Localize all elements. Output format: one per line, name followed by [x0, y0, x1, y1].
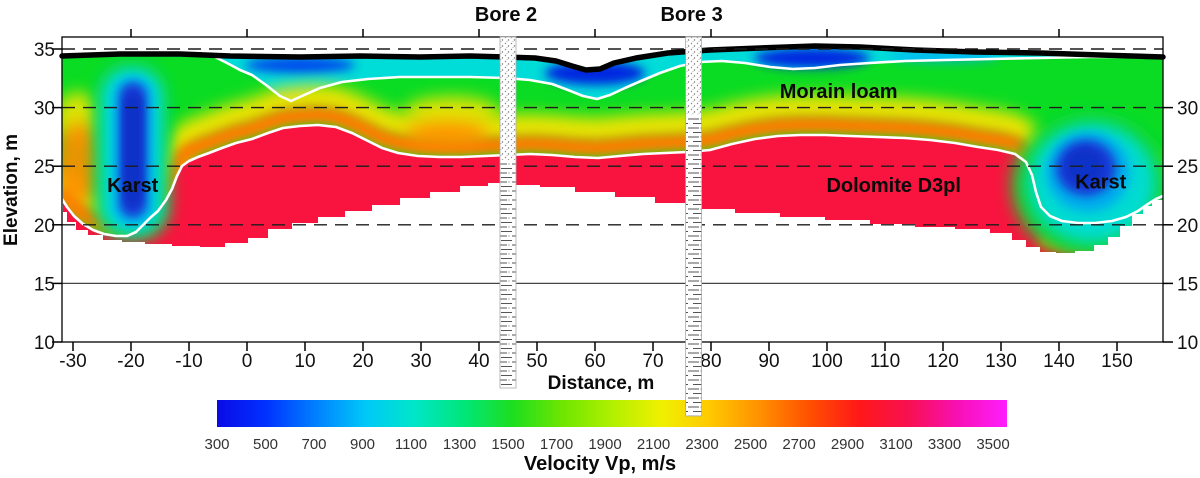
- axes: -30 -20 -10 0 10 20 30 40 50 60 70 80 90 100 110 120 130…: [1, 29, 1198, 394]
- borehole-stipple-log: [685, 37, 702, 115]
- colorbar-tick-label: 900: [350, 436, 375, 453]
- x-tick-label: 140: [1043, 351, 1075, 372]
- borehole-outline: [685, 36, 702, 417]
- y-right-tick-label: 15: [1177, 274, 1198, 295]
- x-tick-label: 90: [758, 351, 779, 372]
- yellow-blob-middle: [404, 96, 500, 128]
- x-tick-label: 70: [642, 351, 663, 372]
- velocity-section: [62, 46, 1163, 253]
- x-tick-label: 60: [584, 351, 605, 372]
- colorbar-tick-label: 2500: [734, 436, 767, 453]
- x-tick-label: -20: [117, 351, 144, 372]
- annotation-dolomite-d3pl: Dolomite D3pl: [826, 175, 960, 197]
- annotation-karst: Karst: [107, 175, 158, 197]
- x-tick-label: 0: [242, 351, 253, 372]
- annotation-karst: Karst: [1075, 171, 1126, 193]
- x-tick-label: -10: [175, 351, 202, 372]
- karst-east-inner-core: [1066, 149, 1102, 183]
- colorbar-tick-label: 1100: [395, 436, 427, 453]
- colorbar-tick-label: 2900: [831, 436, 864, 453]
- x-tick-label: 110: [870, 351, 900, 372]
- x-tick-label: 50: [526, 351, 547, 372]
- borehole-stipple-log: [500, 37, 516, 160]
- dolomite-red-field: [62, 125, 1163, 253]
- colorbar-tick-label: 1700: [540, 436, 573, 453]
- colorbar-tick-label: 3300: [928, 436, 961, 453]
- colorbar-tick-label: 1900: [588, 436, 621, 453]
- colorbar-tick-label: 3500: [976, 436, 1009, 453]
- x-tick-label: 100: [811, 351, 843, 372]
- x-tick-label: 20: [352, 351, 373, 372]
- orange-blob-middle: [405, 122, 489, 146]
- colorbar-tick-label: 2100: [637, 436, 670, 453]
- x-tick-label: 80: [700, 351, 721, 372]
- karst-west-inner-core: [124, 95, 142, 205]
- y-left-tick-label: 10: [34, 333, 55, 354]
- orange-blob-left: [62, 123, 106, 203]
- borehole-brick-log: [500, 160, 516, 388]
- y-right-tick-label: 30: [1177, 99, 1198, 120]
- y-left-tick-label: 35: [34, 40, 55, 61]
- borehole-label: Bore 2: [475, 4, 537, 26]
- borehole-brick-log: [685, 115, 702, 416]
- borehole-label: Bore 3: [660, 4, 722, 26]
- low-velocity-core: [754, 48, 870, 68]
- colorbar-tick-label: 2700: [782, 436, 815, 453]
- plot-frame: [61, 36, 1164, 343]
- x-tick-label: 130: [985, 351, 1017, 372]
- y-right-tick-label: 10: [1177, 333, 1198, 354]
- colorbar-tick-label: 1300: [443, 436, 476, 453]
- x-tick-label: 30: [410, 351, 431, 372]
- contour-loam-top: [213, 55, 1163, 103]
- y-left-tick-label: 15: [34, 274, 55, 295]
- x-tick-label: 40: [468, 351, 489, 372]
- x-tick-label: 10: [294, 351, 315, 372]
- x-tick-label: -30: [59, 351, 86, 372]
- gridlines: [62, 48, 1163, 284]
- borehole-outline: [499, 36, 517, 389]
- colorbar: 300 500 700 900 1100 1300 1500 1700 1900 2100 2300…: [204, 400, 1010, 475]
- colorbar-tick-label: 1500: [491, 436, 524, 453]
- low-velocity-core: [245, 57, 355, 73]
- colorbar-tick-label: 300: [204, 436, 229, 453]
- borehole-2: Bore 2: [475, 4, 537, 389]
- borehole-3: Bore 3: [660, 4, 723, 417]
- colorbar-tick-label: 2300: [685, 436, 718, 453]
- annotations: Karst Morain loam Dolomite D3pl Karst: [107, 81, 1126, 197]
- x-axis-title: Distance, m: [548, 373, 655, 394]
- contour-dolomite-top: [62, 123, 1163, 238]
- colorbar-tick-label: 700: [301, 436, 326, 453]
- annotation-morain-loam: Morain loam: [780, 81, 898, 103]
- y-right-tick-label: 25: [1177, 157, 1198, 178]
- x-tick-label: 150: [1101, 351, 1133, 372]
- y-left-tick-label: 25: [34, 157, 55, 178]
- y-left-tick-label: 30: [34, 99, 55, 120]
- x-tick-label: 120: [927, 351, 959, 372]
- colorbar-bar: [217, 400, 1007, 427]
- colorbar-tick-label: 500: [253, 436, 278, 453]
- y-left-tick-label: 20: [34, 216, 55, 237]
- colorbar-tick-label: 3100: [879, 436, 912, 453]
- y-right-tick-label: 20: [1177, 216, 1198, 237]
- colorbar-title: Velocity Vp, m/s: [524, 453, 676, 475]
- y-axis-title: Elevation, m: [1, 134, 22, 246]
